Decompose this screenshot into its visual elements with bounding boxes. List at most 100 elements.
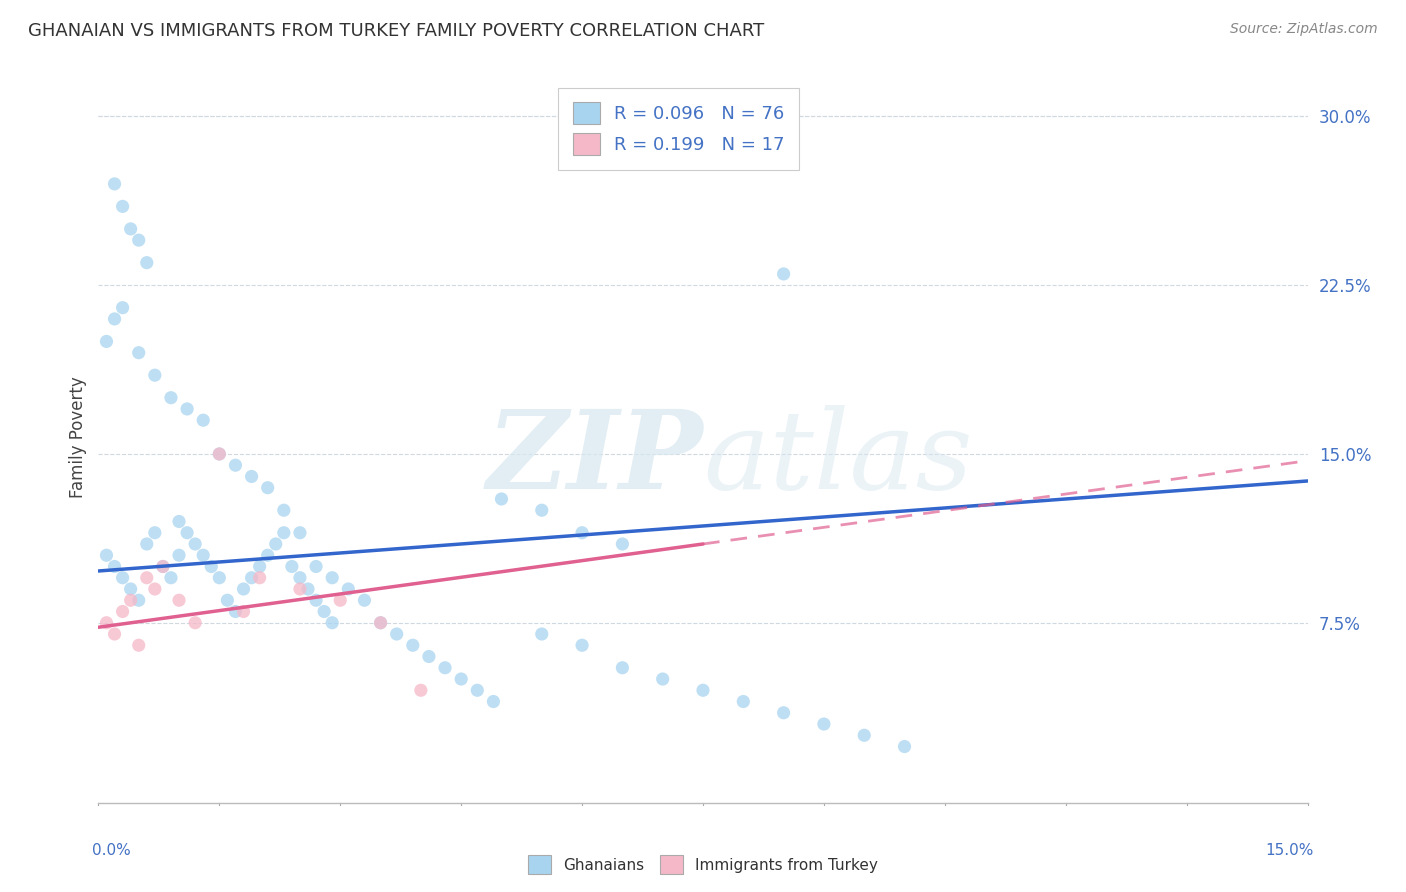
Point xyxy=(297,582,319,596)
Point xyxy=(305,593,328,607)
Point xyxy=(208,447,231,461)
Point xyxy=(813,717,835,731)
Point xyxy=(264,537,287,551)
Point xyxy=(893,739,915,754)
Y-axis label: Family Poverty: Family Poverty xyxy=(69,376,87,498)
Point xyxy=(111,199,134,213)
Point xyxy=(409,683,432,698)
Point xyxy=(450,672,472,686)
Point xyxy=(111,605,134,619)
Point xyxy=(571,638,593,652)
Point xyxy=(530,627,553,641)
Point xyxy=(571,525,593,540)
Point xyxy=(152,559,174,574)
Point xyxy=(232,605,254,619)
Legend: Ghanaians, Immigrants from Turkey: Ghanaians, Immigrants from Turkey xyxy=(522,849,884,880)
Point xyxy=(167,593,190,607)
Point xyxy=(143,582,166,596)
Point xyxy=(491,491,513,506)
Point xyxy=(733,694,755,708)
Point xyxy=(224,605,246,619)
Point xyxy=(321,615,343,630)
Point xyxy=(96,548,118,562)
Point xyxy=(160,571,183,585)
Point xyxy=(208,571,231,585)
Point xyxy=(353,593,375,607)
Point xyxy=(612,661,634,675)
Text: atlas: atlas xyxy=(703,405,973,513)
Point xyxy=(288,582,311,596)
Point xyxy=(135,255,157,269)
Point xyxy=(612,537,634,551)
Point xyxy=(128,638,150,652)
Point xyxy=(224,458,246,473)
Point xyxy=(314,605,336,619)
Point xyxy=(402,638,425,652)
Point xyxy=(249,571,271,585)
Point xyxy=(418,649,440,664)
Text: 0.0%: 0.0% xyxy=(93,843,131,858)
Point xyxy=(530,503,553,517)
Point xyxy=(200,559,222,574)
Point xyxy=(152,559,174,574)
Point xyxy=(281,559,304,574)
Point xyxy=(103,177,125,191)
Point xyxy=(217,593,239,607)
Point xyxy=(370,615,392,630)
Point xyxy=(96,615,118,630)
Point xyxy=(120,593,142,607)
Point xyxy=(273,503,295,517)
Point xyxy=(135,537,157,551)
Point xyxy=(128,593,150,607)
Point xyxy=(208,447,231,461)
Point xyxy=(103,312,125,326)
Point xyxy=(167,548,190,562)
Point xyxy=(288,571,311,585)
Point xyxy=(288,525,311,540)
Point xyxy=(103,627,125,641)
Point xyxy=(370,615,392,630)
Legend: R = 0.096   N = 76, R = 0.199   N = 17: R = 0.096 N = 76, R = 0.199 N = 17 xyxy=(558,87,799,169)
Point xyxy=(111,571,134,585)
Text: ZIP: ZIP xyxy=(486,405,703,513)
Point xyxy=(176,401,198,416)
Point xyxy=(120,582,142,596)
Point xyxy=(232,582,254,596)
Point xyxy=(256,481,278,495)
Point xyxy=(111,301,134,315)
Point xyxy=(96,334,118,349)
Point xyxy=(482,694,505,708)
Point xyxy=(128,233,150,247)
Point xyxy=(305,559,328,574)
Point xyxy=(273,525,295,540)
Point xyxy=(240,469,263,483)
Point xyxy=(143,368,166,383)
Point xyxy=(772,706,794,720)
Point xyxy=(329,593,352,607)
Point xyxy=(184,615,207,630)
Point xyxy=(167,515,190,529)
Point xyxy=(120,222,142,236)
Point xyxy=(128,345,150,359)
Point xyxy=(184,537,207,551)
Point xyxy=(465,683,488,698)
Point xyxy=(651,672,673,686)
Point xyxy=(434,661,457,675)
Point xyxy=(853,728,876,742)
Point xyxy=(321,571,343,585)
Point xyxy=(692,683,714,698)
Text: GHANAIAN VS IMMIGRANTS FROM TURKEY FAMILY POVERTY CORRELATION CHART: GHANAIAN VS IMMIGRANTS FROM TURKEY FAMIL… xyxy=(28,22,765,40)
Point xyxy=(103,559,125,574)
Point xyxy=(240,571,263,585)
Point xyxy=(193,413,215,427)
Point xyxy=(256,548,278,562)
Point xyxy=(772,267,794,281)
Point xyxy=(385,627,408,641)
Point xyxy=(193,548,215,562)
Point xyxy=(143,525,166,540)
Text: Source: ZipAtlas.com: Source: ZipAtlas.com xyxy=(1230,22,1378,37)
Point xyxy=(160,391,183,405)
Point xyxy=(176,525,198,540)
Point xyxy=(337,582,360,596)
Text: 15.0%: 15.0% xyxy=(1265,843,1313,858)
